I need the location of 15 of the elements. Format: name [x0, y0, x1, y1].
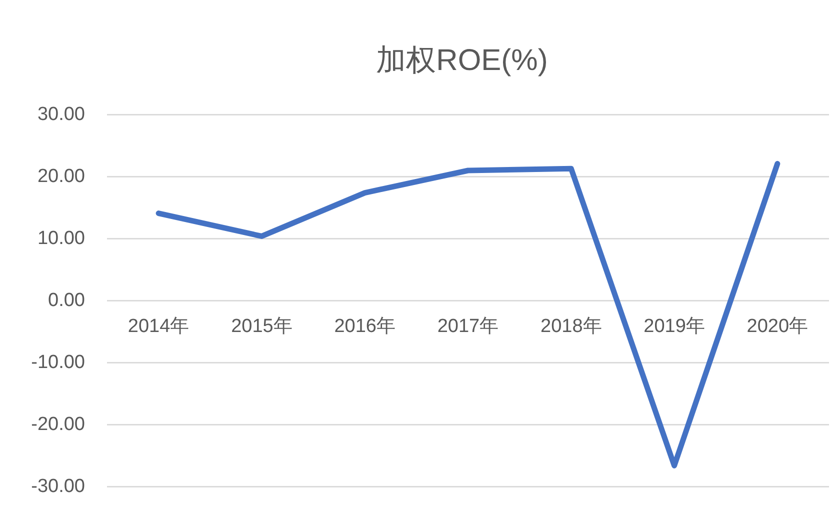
ytick-label: -30.00 — [31, 476, 85, 498]
xtick-label: 2020年 — [746, 316, 808, 338]
xtick-label: 2016年 — [334, 316, 396, 338]
xtick-label: 2015年 — [231, 316, 292, 338]
ytick-label: -20.00 — [31, 414, 85, 436]
ytick-label: 30.00 — [37, 104, 85, 126]
ytick-label: 20.00 — [37, 166, 85, 188]
title: 加权ROE(%) — [376, 44, 548, 77]
ytick-label: 0.00 — [48, 290, 85, 312]
ytick-label: -10.00 — [31, 352, 85, 374]
ytick-label: 10.00 — [37, 228, 85, 250]
xtick-label: 2018年 — [540, 316, 602, 338]
xtick-label: 2014年 — [128, 316, 190, 338]
xtick-label: 2017年 — [437, 316, 499, 338]
xtick-label: 2019年 — [644, 316, 705, 338]
